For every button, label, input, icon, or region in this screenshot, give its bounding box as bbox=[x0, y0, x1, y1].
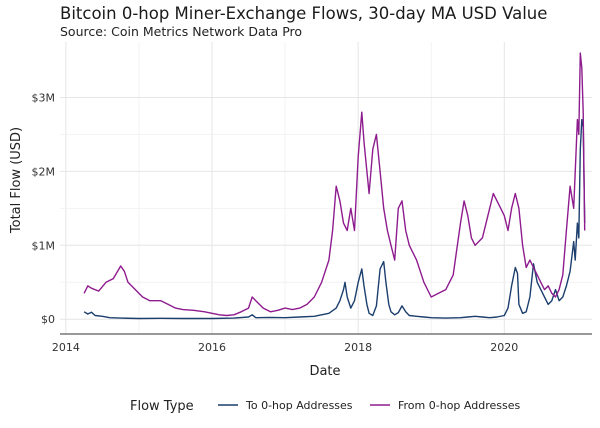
y-axis-title: Total Flow (USD) bbox=[9, 127, 24, 234]
axes: 2014 2016 2018 2020 $0 $1M $2M $3M bbox=[32, 91, 592, 354]
x-tick-label: 2014 bbox=[52, 341, 80, 354]
legend-label: From 0-hop Addresses bbox=[398, 399, 520, 412]
grid-lines bbox=[60, 42, 592, 334]
legend-label: To 0-hop Addresses bbox=[245, 399, 353, 412]
y-tick-label: $2M bbox=[32, 165, 56, 178]
series-lines bbox=[83, 52, 586, 320]
chart-subtitle: Source: Coin Metrics Network Data Pro bbox=[60, 24, 303, 39]
chart-title: Bitcoin 0-hop Miner-Exchange Flows, 30-d… bbox=[60, 4, 548, 23]
x-tick-label: 2016 bbox=[198, 341, 226, 354]
y-tick-label: $0 bbox=[41, 313, 55, 326]
series-line-from-0-hop bbox=[83, 52, 586, 317]
y-tick-label: $3M bbox=[32, 91, 56, 104]
x-tick-label: 2018 bbox=[344, 341, 372, 354]
legend-title: Flow Type bbox=[130, 399, 194, 414]
series-line-to-0-hop bbox=[83, 118, 586, 320]
legend: Flow Type To 0-hop Addresses From 0-hop A… bbox=[130, 399, 520, 414]
y-tick-label: $1M bbox=[32, 239, 56, 252]
x-tick-label: 2020 bbox=[490, 341, 518, 354]
x-axis-title: Date bbox=[309, 364, 340, 379]
